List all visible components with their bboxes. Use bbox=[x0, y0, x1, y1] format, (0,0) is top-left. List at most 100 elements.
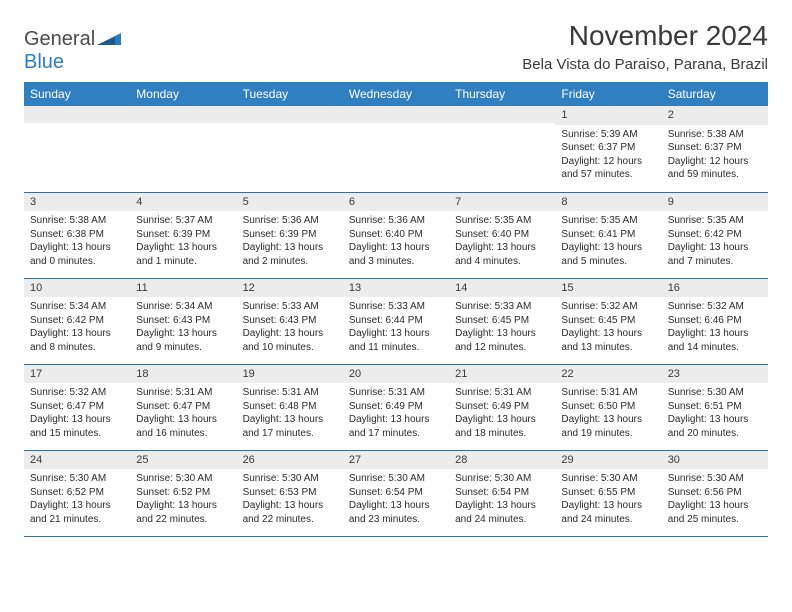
header: General Blue November 2024 Bela Vista do… bbox=[24, 20, 768, 74]
sunrise-text: Sunrise: 5:33 AM bbox=[455, 300, 549, 314]
day-number: 16 bbox=[662, 279, 768, 298]
sunrise-text: Sunrise: 5:30 AM bbox=[455, 472, 549, 486]
sunset-text: Sunset: 6:51 PM bbox=[668, 400, 762, 414]
daylight-text: Daylight: 13 hours and 16 minutes. bbox=[136, 413, 230, 440]
sunset-text: Sunset: 6:40 PM bbox=[349, 228, 443, 242]
calendar-day-cell bbox=[343, 106, 449, 192]
sunrise-text: Sunrise: 5:38 AM bbox=[30, 214, 124, 228]
sunset-text: Sunset: 6:54 PM bbox=[455, 486, 549, 500]
calendar-day-cell: 18Sunrise: 5:31 AMSunset: 6:47 PMDayligh… bbox=[130, 364, 236, 450]
daylight-text: Daylight: 13 hours and 3 minutes. bbox=[349, 241, 443, 268]
sunset-text: Sunset: 6:44 PM bbox=[349, 314, 443, 328]
day-number: 21 bbox=[449, 365, 555, 384]
day-body: Sunrise: 5:32 AMSunset: 6:45 PMDaylight:… bbox=[555, 297, 661, 357]
day-number: 6 bbox=[343, 193, 449, 212]
day-number: 17 bbox=[24, 365, 130, 384]
day-number bbox=[449, 106, 555, 123]
calendar-day-cell: 16Sunrise: 5:32 AMSunset: 6:46 PMDayligh… bbox=[662, 278, 768, 364]
sunrise-text: Sunrise: 5:36 AM bbox=[349, 214, 443, 228]
day-body: Sunrise: 5:31 AMSunset: 6:49 PMDaylight:… bbox=[343, 383, 449, 443]
daylight-text: Daylight: 13 hours and 0 minutes. bbox=[30, 241, 124, 268]
day-header: Thursday bbox=[449, 82, 555, 106]
calendar-day-cell: 5Sunrise: 5:36 AMSunset: 6:39 PMDaylight… bbox=[237, 192, 343, 278]
daylight-text: Daylight: 13 hours and 1 minute. bbox=[136, 241, 230, 268]
daylight-text: Daylight: 13 hours and 22 minutes. bbox=[243, 499, 337, 526]
location: Bela Vista do Paraiso, Parana, Brazil bbox=[522, 56, 768, 73]
day-body: Sunrise: 5:30 AMSunset: 6:55 PMDaylight:… bbox=[555, 469, 661, 529]
sunrise-text: Sunrise: 5:31 AM bbox=[349, 386, 443, 400]
sunrise-text: Sunrise: 5:37 AM bbox=[136, 214, 230, 228]
calendar-day-cell: 26Sunrise: 5:30 AMSunset: 6:53 PMDayligh… bbox=[237, 450, 343, 536]
calendar-day-cell: 27Sunrise: 5:30 AMSunset: 6:54 PMDayligh… bbox=[343, 450, 449, 536]
day-number: 25 bbox=[130, 451, 236, 470]
sunset-text: Sunset: 6:39 PM bbox=[243, 228, 337, 242]
sunrise-text: Sunrise: 5:30 AM bbox=[668, 386, 762, 400]
calendar-day-cell: 12Sunrise: 5:33 AMSunset: 6:43 PMDayligh… bbox=[237, 278, 343, 364]
logo-text-block: General Blue bbox=[24, 28, 121, 74]
daylight-text: Daylight: 13 hours and 24 minutes. bbox=[455, 499, 549, 526]
sunset-text: Sunset: 6:43 PM bbox=[243, 314, 337, 328]
sunrise-text: Sunrise: 5:35 AM bbox=[561, 214, 655, 228]
sunset-text: Sunset: 6:37 PM bbox=[668, 141, 762, 155]
calendar-day-cell: 15Sunrise: 5:32 AMSunset: 6:45 PMDayligh… bbox=[555, 278, 661, 364]
day-number: 2 bbox=[662, 106, 768, 125]
calendar-day-cell: 8Sunrise: 5:35 AMSunset: 6:41 PMDaylight… bbox=[555, 192, 661, 278]
sunrise-text: Sunrise: 5:30 AM bbox=[561, 472, 655, 486]
calendar-day-cell: 10Sunrise: 5:34 AMSunset: 6:42 PMDayligh… bbox=[24, 278, 130, 364]
sunrise-text: Sunrise: 5:34 AM bbox=[30, 300, 124, 314]
sunset-text: Sunset: 6:45 PM bbox=[455, 314, 549, 328]
daylight-text: Daylight: 13 hours and 13 minutes. bbox=[561, 327, 655, 354]
day-number: 27 bbox=[343, 451, 449, 470]
logo-text-general: General bbox=[24, 28, 95, 50]
calendar-day-cell: 23Sunrise: 5:30 AMSunset: 6:51 PMDayligh… bbox=[662, 364, 768, 450]
day-header-row: Sunday Monday Tuesday Wednesday Thursday… bbox=[24, 82, 768, 106]
day-number: 30 bbox=[662, 451, 768, 470]
day-body: Sunrise: 5:30 AMSunset: 6:56 PMDaylight:… bbox=[662, 469, 768, 529]
daylight-text: Daylight: 13 hours and 17 minutes. bbox=[243, 413, 337, 440]
calendar-day-cell bbox=[24, 106, 130, 192]
daylight-text: Daylight: 13 hours and 2 minutes. bbox=[243, 241, 337, 268]
day-body: Sunrise: 5:32 AMSunset: 6:46 PMDaylight:… bbox=[662, 297, 768, 357]
daylight-text: Daylight: 12 hours and 59 minutes. bbox=[668, 155, 762, 182]
calendar-body: 1Sunrise: 5:39 AMSunset: 6:37 PMDaylight… bbox=[24, 106, 768, 536]
calendar-day-cell: 7Sunrise: 5:35 AMSunset: 6:40 PMDaylight… bbox=[449, 192, 555, 278]
daylight-text: Daylight: 13 hours and 14 minutes. bbox=[668, 327, 762, 354]
day-body: Sunrise: 5:30 AMSunset: 6:52 PMDaylight:… bbox=[24, 469, 130, 529]
day-body: Sunrise: 5:31 AMSunset: 6:49 PMDaylight:… bbox=[449, 383, 555, 443]
sunset-text: Sunset: 6:43 PM bbox=[136, 314, 230, 328]
calendar-day-cell bbox=[449, 106, 555, 192]
calendar-day-cell: 6 Sunrise: 5:36 AMSunset: 6:40 PMDaylight… bbox=[343, 192, 449, 278]
daylight-text: Daylight: 13 hours and 8 minutes. bbox=[30, 327, 124, 354]
daylight-text: Daylight: 13 hours and 20 minutes. bbox=[668, 413, 762, 440]
day-number: 18 bbox=[130, 365, 236, 384]
day-number: 19 bbox=[237, 365, 343, 384]
day-body: Sunrise: 5:31 AMSunset: 6:48 PMDaylight:… bbox=[237, 383, 343, 443]
sunrise-text: Sunrise: 5:35 AM bbox=[668, 214, 762, 228]
day-body: Sunrise: 5:38 AMSunset: 6:38 PMDaylight:… bbox=[24, 211, 130, 271]
daylight-text: Daylight: 13 hours and 7 minutes. bbox=[668, 241, 762, 268]
day-number bbox=[237, 106, 343, 123]
sunset-text: Sunset: 6:54 PM bbox=[349, 486, 443, 500]
calendar-table: Sunday Monday Tuesday Wednesday Thursday… bbox=[24, 82, 768, 537]
calendar-day-cell: 3Sunrise: 5:38 AMSunset: 6:38 PMDaylight… bbox=[24, 192, 130, 278]
sunset-text: Sunset: 6:47 PM bbox=[30, 400, 124, 414]
sunrise-text: Sunrise: 5:38 AM bbox=[668, 128, 762, 142]
sunrise-text: Sunrise: 5:39 AM bbox=[561, 128, 655, 142]
sunrise-text: Sunrise: 5:33 AM bbox=[349, 300, 443, 314]
day-number: 26 bbox=[237, 451, 343, 470]
calendar-day-cell: 21Sunrise: 5:31 AMSunset: 6:49 PMDayligh… bbox=[449, 364, 555, 450]
day-number bbox=[130, 106, 236, 123]
sunset-text: Sunset: 6:37 PM bbox=[561, 141, 655, 155]
sunrise-text: Sunrise: 5:31 AM bbox=[561, 386, 655, 400]
calendar-day-cell: 14Sunrise: 5:33 AMSunset: 6:45 PMDayligh… bbox=[449, 278, 555, 364]
calendar-day-cell: 9Sunrise: 5:35 AMSunset: 6:42 PMDaylight… bbox=[662, 192, 768, 278]
sunrise-text: Sunrise: 5:30 AM bbox=[668, 472, 762, 486]
sunset-text: Sunset: 6:49 PM bbox=[349, 400, 443, 414]
calendar-day-cell: 28Sunrise: 5:30 AMSunset: 6:54 PMDayligh… bbox=[449, 450, 555, 536]
sunset-text: Sunset: 6:42 PM bbox=[668, 228, 762, 242]
logo: General Blue bbox=[24, 20, 121, 74]
sunset-text: Sunset: 6:52 PM bbox=[136, 486, 230, 500]
day-number: 15 bbox=[555, 279, 661, 298]
calendar-day-cell bbox=[130, 106, 236, 192]
daylight-text: Daylight: 12 hours and 57 minutes. bbox=[561, 155, 655, 182]
